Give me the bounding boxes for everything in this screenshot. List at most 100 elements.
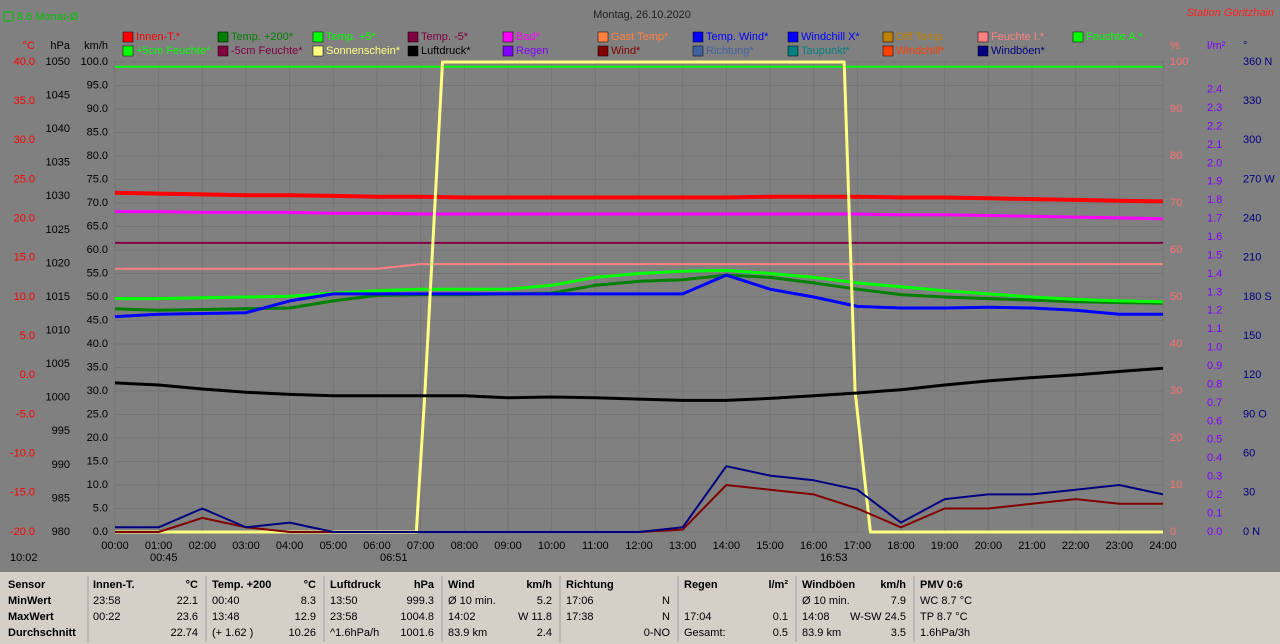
legend-label: Temp. +5* bbox=[326, 31, 377, 43]
x-tick-label: 09:00 bbox=[494, 540, 522, 552]
legend-label: Regen bbox=[516, 45, 548, 57]
table-cell: MaxWert bbox=[8, 611, 54, 623]
y-tick-label: 1.6 bbox=[1207, 231, 1222, 243]
table-cell: Regen bbox=[684, 579, 718, 591]
legend-swatch bbox=[312, 31, 324, 43]
table-cell: 23.6 bbox=[177, 611, 198, 623]
legend-swatch bbox=[977, 45, 989, 57]
table-background bbox=[0, 572, 1280, 644]
y-tick-label: 25.0 bbox=[14, 173, 35, 185]
series-line bbox=[115, 268, 1164, 304]
y-tick-label: 50.0 bbox=[87, 291, 108, 303]
time-annotation: 00:45 bbox=[150, 552, 178, 564]
legend-swatch bbox=[597, 31, 609, 43]
table-cell: 7.9 bbox=[891, 595, 906, 607]
y-tick-label: 0.2 bbox=[1207, 489, 1222, 501]
table-cell: Ø 10 min. bbox=[448, 595, 496, 607]
y-tick-label: 1030 bbox=[46, 190, 70, 202]
table-cell: 23:58 bbox=[93, 595, 121, 607]
y-tick-label: 0.7 bbox=[1207, 397, 1222, 409]
time-annotation: 06:51 bbox=[380, 552, 408, 564]
y-tick-label: 210 bbox=[1243, 252, 1261, 264]
legend-swatch bbox=[502, 45, 514, 57]
x-tick-label: 01:00 bbox=[145, 540, 173, 552]
axis-title: km/h bbox=[84, 40, 108, 52]
legend-swatch bbox=[122, 31, 134, 43]
x-tick-label: 21:00 bbox=[1018, 540, 1046, 552]
table-cell: km/h bbox=[526, 579, 552, 591]
series-line bbox=[114, 366, 1164, 402]
y-tick-label: 330 bbox=[1243, 95, 1261, 107]
table-cell: 1001.6 bbox=[400, 627, 434, 639]
x-tick-label: 14:00 bbox=[713, 540, 741, 552]
y-tick-label: 0.0 bbox=[20, 369, 35, 381]
table-cell: 14:08 bbox=[802, 611, 830, 623]
x-tick-label: 22:00 bbox=[1062, 540, 1090, 552]
y-tick-label: 120 bbox=[1243, 369, 1261, 381]
x-tick-label: 11:00 bbox=[582, 540, 609, 552]
table-cell: 17:38 bbox=[566, 611, 594, 623]
y-tick-label: 0.6 bbox=[1207, 415, 1222, 427]
y-tick-label: 0 N bbox=[1243, 526, 1260, 538]
y-tick-label: 0.0 bbox=[93, 526, 108, 538]
table-cell: Windböen bbox=[802, 579, 855, 591]
y-tick-label: 1.1 bbox=[1207, 323, 1222, 335]
x-tick-label: 03:00 bbox=[232, 540, 260, 552]
y-tick-label: 45.0 bbox=[87, 314, 108, 326]
legend-swatch bbox=[312, 45, 324, 57]
y-tick-label: 1.7 bbox=[1207, 213, 1222, 225]
y-tick-label: 0.1 bbox=[1207, 507, 1222, 519]
table-cell: hPa bbox=[414, 579, 435, 591]
legend-swatch bbox=[502, 31, 514, 43]
legend-label: Wind* bbox=[611, 45, 641, 57]
legend-label: Bad* bbox=[516, 31, 541, 43]
table-cell: Durchschnitt bbox=[8, 627, 76, 639]
y-tick-label: 15.0 bbox=[87, 455, 108, 467]
y-tick-label: 1.0 bbox=[1207, 342, 1222, 354]
table-cell: PMV 0:6 bbox=[920, 579, 963, 591]
y-tick-label: 1010 bbox=[46, 324, 70, 336]
x-tick-label: 13:00 bbox=[669, 540, 697, 552]
y-tick-label: 85.0 bbox=[87, 126, 108, 138]
y-tick-label: 35.0 bbox=[14, 95, 35, 107]
table-cell: 2.4 bbox=[537, 627, 552, 639]
y-tick-label: -5.0 bbox=[16, 408, 35, 420]
y-tick-label: 1045 bbox=[46, 89, 70, 101]
series-line bbox=[115, 210, 1164, 221]
y-tick-label: 240 bbox=[1243, 213, 1261, 225]
table-cell: 83.9 km bbox=[802, 627, 841, 639]
table-cell: 83.9 km bbox=[448, 627, 487, 639]
series-line bbox=[114, 190, 1164, 204]
y-tick-label: 90 bbox=[1170, 103, 1182, 115]
y-tick-label: 100 bbox=[1170, 56, 1188, 68]
y-tick-label: 65.0 bbox=[87, 220, 108, 232]
chart-title: Montag, 26.10.2020 bbox=[593, 9, 691, 21]
y-tick-label: 10 bbox=[1170, 479, 1182, 491]
table-cell: 5.2 bbox=[537, 595, 552, 607]
y-tick-label: 2.0 bbox=[1207, 157, 1222, 169]
y-tick-label: 0.3 bbox=[1207, 471, 1222, 483]
table-cell: 17:06 bbox=[566, 595, 594, 607]
y-tick-label: 60 bbox=[1243, 448, 1255, 460]
y-tick-label: 1050 bbox=[46, 56, 70, 68]
y-tick-label: 30 bbox=[1243, 487, 1255, 499]
table-cell: TP 8.7 °C bbox=[920, 611, 968, 623]
table-cell: 10.26 bbox=[288, 627, 316, 639]
y-tick-label: 70.0 bbox=[87, 197, 108, 209]
legend-label: +5cm Feuchte* bbox=[136, 45, 211, 57]
table-cell: 1.6hPa/3h bbox=[920, 627, 970, 639]
legend-label: Temp. +200* bbox=[231, 31, 294, 43]
x-tick-label: 07:00 bbox=[407, 540, 435, 552]
legend-label: Temp. -5* bbox=[421, 31, 469, 43]
y-tick-label: 10.0 bbox=[14, 291, 35, 303]
y-tick-label: 70 bbox=[1170, 197, 1182, 209]
legend-label: -5cm Feuchte* bbox=[231, 45, 303, 57]
series-line bbox=[114, 273, 1164, 312]
y-tick-label: 25.0 bbox=[87, 408, 108, 420]
y-tick-label: 30 bbox=[1170, 385, 1182, 397]
month-icon bbox=[3, 11, 14, 22]
legend-swatch bbox=[1072, 31, 1084, 43]
x-tick-label: 18:00 bbox=[887, 540, 915, 552]
x-tick-label: 02:00 bbox=[189, 540, 217, 552]
x-tick-label: 10:00 bbox=[538, 540, 566, 552]
